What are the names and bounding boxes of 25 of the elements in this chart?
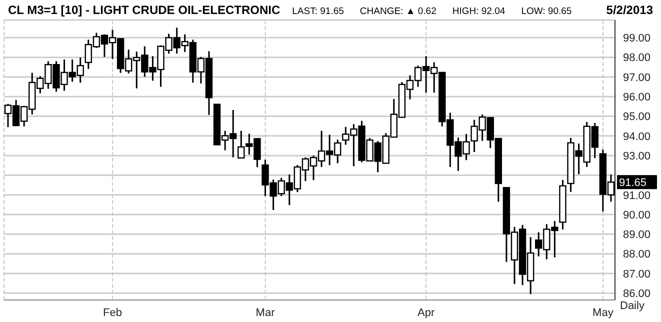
chart-title: CL M3=1 [10] - LIGHT CRUDE OIL-ELECTRONIC [8,3,280,17]
y-tick-label: 86.00 [623,288,651,300]
text: LOW: 90.65 [521,6,572,17]
y-tick-label: 98.00 [623,52,651,64]
x-tick-label: May [592,306,614,319]
y-tick-label: 91.00 [623,190,651,202]
y-tick-label: 89.00 [623,229,651,242]
y-tick-label: 88.00 [623,248,651,261]
y-tick-label: 97.00 [623,72,651,84]
y-tick-label: 96.00 [623,92,651,104]
y-tick-label: 90.00 [623,209,651,222]
text: LAST: 91.65 [292,6,344,17]
x-axis-title: Daily [620,300,644,312]
y-tick-label: 95.00 [623,111,651,124]
text: CHANGE: ▲ 0.62 [360,6,436,17]
x-tick-label: Feb [103,306,122,319]
y-tick-label: 94.00 [623,130,651,143]
x-tick-label: Apr [418,306,435,319]
y-tick-label: 99.00 [623,32,651,45]
y-tick-label: 87.00 [623,268,651,280]
text: 91.65 [618,177,647,190]
x-tick-label: Mar [256,306,276,319]
text: HIGH: 92.04 [452,6,506,17]
y-tick-label: 93.00 [623,150,651,162]
chart-subtitle: 5/2/2013 [606,3,653,17]
